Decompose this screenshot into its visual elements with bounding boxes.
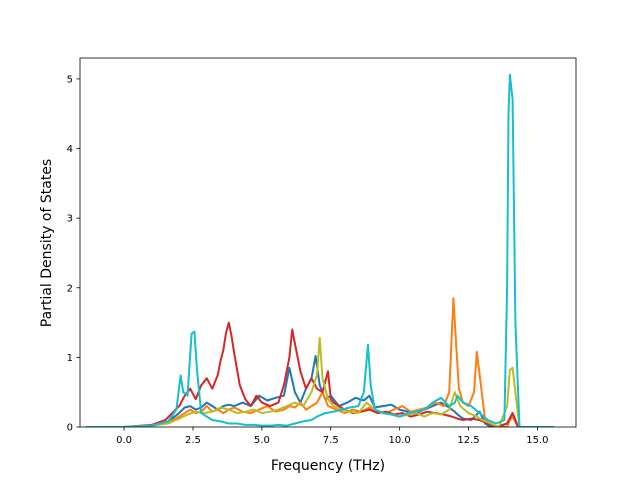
series-layer (85, 73, 554, 427)
x-tick-label: 5.0 (254, 435, 270, 446)
y-tick-label: 4 (67, 144, 73, 155)
y-tick-label: 0 (67, 423, 73, 434)
y-axis-title: Partial Density of States (39, 159, 55, 327)
series-line-2 (85, 297, 554, 427)
axes-layer: 0.0 2.5 5.0 7.5 10.0 12.5 15.0 0 1 2 3 4 5 (67, 57, 577, 446)
series-line-3 (85, 321, 554, 427)
x-tick-label: 7.5 (323, 435, 339, 446)
x-tick-label: 10.0 (389, 435, 411, 446)
x-tick-label: 0.0 (116, 435, 132, 446)
x-tick-label: 2.5 (185, 435, 201, 446)
y-tick-label: 1 (67, 353, 73, 364)
y-tick-label: 5 (67, 74, 73, 85)
plot-frame (79, 57, 577, 428)
y-tick-label: 2 (67, 283, 73, 294)
x-axis-title: Frequency (THz) (271, 458, 385, 474)
series-line-5 (85, 73, 554, 427)
y-tick-label: 3 (67, 214, 73, 225)
x-tick-label: 12.5 (457, 435, 479, 446)
x-tick-label: 15.0 (526, 435, 548, 446)
